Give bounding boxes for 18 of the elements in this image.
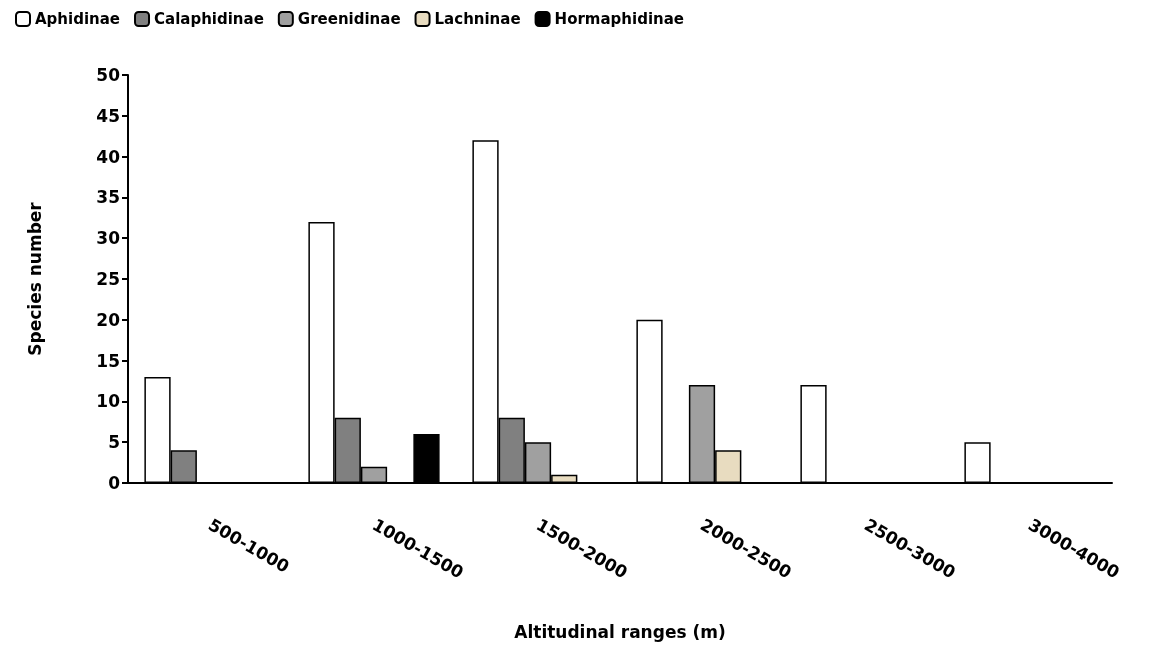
legend-label: Lachninae bbox=[434, 10, 521, 28]
y-tick-label: 10 bbox=[96, 391, 121, 412]
legend-label: Hormaphidinae bbox=[554, 10, 685, 28]
legend-label: Aphidinae bbox=[35, 10, 121, 28]
y-axis-title: Species number bbox=[24, 201, 45, 356]
y-tick-label: 35 bbox=[96, 187, 120, 208]
y-tick-label: 15 bbox=[96, 350, 120, 371]
y-tick-label: 0 bbox=[108, 473, 121, 493]
y-tick-label: 50 bbox=[96, 65, 121, 85]
y-tick-label: 40 bbox=[96, 146, 121, 167]
legend-label: Calaphidinae bbox=[154, 10, 264, 28]
y-tick-label: 45 bbox=[96, 105, 120, 126]
legend-label: Greenidinae bbox=[297, 10, 401, 28]
x-axis-title: Altitudinal ranges (m) bbox=[514, 621, 726, 642]
y-tick-label: 20 bbox=[96, 309, 121, 330]
y-tick-label: 5 bbox=[108, 432, 120, 453]
y-tick-label: 25 bbox=[96, 269, 120, 289]
y-tick-label: 30 bbox=[96, 228, 121, 249]
